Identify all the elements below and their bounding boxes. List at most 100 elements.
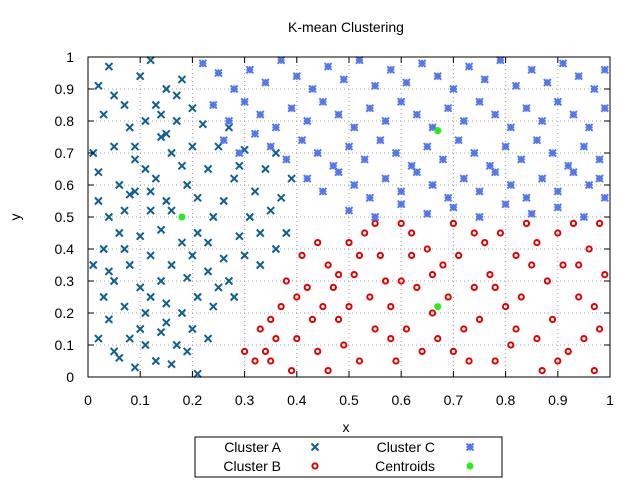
- cluster-a-point: [115, 228, 124, 238]
- cluster-b-point: [418, 347, 426, 355]
- cluster-c-point: [276, 55, 286, 65]
- cluster-c-point: [443, 103, 453, 113]
- cluster-c-point: [303, 116, 312, 126]
- cluster-a-point: [167, 260, 176, 270]
- cluster-a-point: [104, 267, 114, 276]
- data-points: [89, 55, 609, 379]
- cluster-b-point: [491, 283, 499, 291]
- cluster-b-point: [575, 293, 583, 301]
- cluster-b-point: [413, 283, 421, 291]
- cluster-b-point: [481, 239, 489, 247]
- cluster-c-point: [574, 71, 583, 81]
- cluster-a-point: [193, 292, 202, 302]
- cluster-b-point: [277, 303, 285, 311]
- cluster-b-point: [314, 239, 322, 247]
- cluster-c-point: [417, 59, 427, 68]
- cluster-b-point: [444, 293, 452, 301]
- cluster-a-point: [282, 228, 291, 238]
- cluster-b-point: [533, 239, 541, 247]
- cluster-c-point: [475, 97, 484, 107]
- cluster-c-point: [308, 84, 317, 94]
- cluster-b-point: [241, 347, 249, 355]
- cluster-b-point: [345, 239, 353, 247]
- x-tick-label: 0.5: [339, 392, 359, 408]
- cluster-a-point: [141, 164, 150, 174]
- legend-label: Cluster C: [377, 439, 435, 455]
- cluster-b-point: [496, 229, 504, 237]
- cluster-b-point: [381, 277, 390, 285]
- cluster-a-point: [250, 187, 260, 196]
- cluster-b-point: [449, 347, 457, 355]
- cluster-b-point: [355, 251, 364, 259]
- y-tick-label: 0.1: [55, 337, 75, 353]
- cluster-a-point: [224, 123, 234, 132]
- cluster-b-point: [303, 283, 311, 291]
- cluster-c-point: [360, 155, 369, 164]
- cluster-c-point: [475, 187, 484, 196]
- cluster-a-point: [99, 110, 108, 119]
- cluster-c-point: [454, 135, 463, 145]
- legend-label: Cluster B: [223, 458, 281, 474]
- cluster-a-point: [99, 292, 108, 302]
- cluster-c-point: [595, 174, 604, 183]
- cluster-a-point: [266, 206, 275, 215]
- cluster-b-point: [470, 229, 478, 237]
- cluster-c-point: [396, 199, 406, 209]
- cluster-c-point: [537, 174, 547, 183]
- cluster-b-point: [282, 277, 290, 285]
- cluster-c-point: [224, 116, 234, 126]
- cluster-a-point: [287, 174, 296, 183]
- cluster-c-point: [558, 59, 568, 68]
- cluster-a-point: [193, 193, 202, 203]
- cluster-c-point: [412, 167, 422, 177]
- cluster-b-point: [595, 325, 604, 333]
- x-tick-label: 0.2: [183, 392, 203, 408]
- cluster-c-point: [532, 135, 542, 145]
- cluster-c-point: [459, 174, 469, 183]
- cluster-b-point: [548, 315, 557, 323]
- cluster-c-point: [350, 123, 359, 132]
- cluster-a-point: [135, 71, 145, 81]
- cluster-a-point: [162, 299, 171, 308]
- cluster-c-point: [553, 97, 563, 107]
- cluster-c-point: [584, 123, 594, 132]
- cluster-c-point: [522, 193, 531, 203]
- cluster-b-point: [449, 219, 457, 227]
- cluster-b-point: [512, 325, 520, 333]
- cluster-b-point: [522, 219, 531, 227]
- cluster-c-point: [485, 161, 495, 171]
- x-tick-label: 0.7: [444, 392, 464, 408]
- cluster-a-point: [104, 62, 114, 71]
- cluster-c-point: [198, 59, 208, 68]
- cluster-c-point: [407, 161, 416, 171]
- legend-marker: [310, 442, 320, 452]
- cluster-c-point: [480, 75, 489, 84]
- cluster-b-point: [324, 367, 332, 375]
- cluster-a-point: [177, 238, 187, 247]
- cluster-a-point: [203, 238, 213, 247]
- cluster-c-point: [569, 167, 578, 177]
- cluster-c-point: [475, 212, 484, 222]
- y-axis-ticks: 0 0.1 0.2 0.3 0.4 0.5 0.6 0.7 0.8 0.9 1: [55, 49, 610, 385]
- centroids-point: [434, 127, 442, 135]
- legend-marker: [311, 462, 319, 470]
- cluster-c-point: [370, 81, 380, 91]
- cluster-c-point: [501, 142, 510, 151]
- cluster-a-point: [151, 356, 161, 366]
- cluster-b-point: [319, 303, 327, 311]
- cluster-a-point: [141, 116, 150, 126]
- cluster-a-point: [151, 100, 161, 110]
- y-tick-label: 0.7: [55, 145, 75, 161]
- cluster-a-point: [188, 324, 197, 334]
- cluster-b-point: [314, 347, 322, 355]
- cluster-c-point: [256, 110, 265, 119]
- cluster-a-point: [156, 276, 166, 286]
- cluster-b-point: [455, 251, 463, 259]
- cluster-a-point: [172, 340, 181, 350]
- cluster-a-point: [240, 251, 249, 260]
- cluster-c-point: [412, 110, 422, 119]
- cluster-a-point: [120, 302, 129, 311]
- cluster-c-point: [548, 148, 557, 158]
- legend-label: Centroids: [375, 458, 435, 474]
